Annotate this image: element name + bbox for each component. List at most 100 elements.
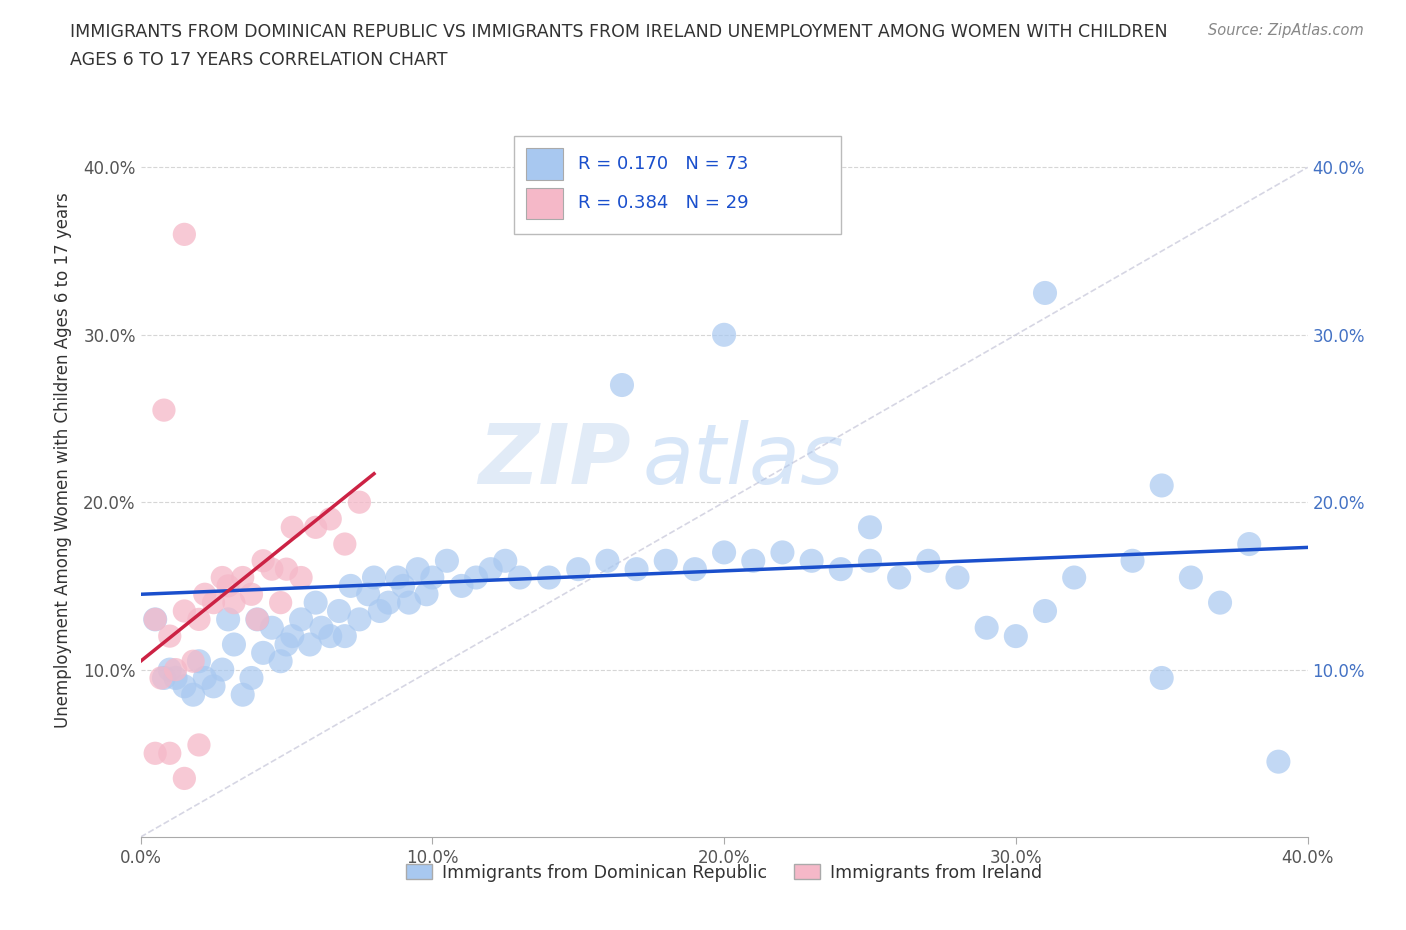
Point xyxy=(450,578,472,593)
Point xyxy=(260,562,283,577)
Point xyxy=(596,553,619,568)
Point xyxy=(349,495,371,510)
Point xyxy=(153,671,176,685)
Text: ZIP: ZIP xyxy=(478,419,631,501)
Point xyxy=(357,587,380,602)
Point xyxy=(713,327,735,342)
Point xyxy=(772,545,794,560)
Y-axis label: Unemployment Among Women with Children Ages 6 to 17 years: Unemployment Among Women with Children A… xyxy=(53,193,72,728)
Point xyxy=(202,679,225,694)
Point xyxy=(211,570,233,585)
Point xyxy=(1239,537,1261,551)
Point xyxy=(276,562,298,577)
Point xyxy=(1150,671,1173,685)
Text: IMMIGRANTS FROM DOMINICAN REPUBLIC VS IMMIGRANTS FROM IRELAND UNEMPLOYMENT AMONG: IMMIGRANTS FROM DOMINICAN REPUBLIC VS IM… xyxy=(70,23,1168,41)
Point xyxy=(349,612,371,627)
Point xyxy=(232,570,254,585)
Point xyxy=(143,746,166,761)
Point xyxy=(859,520,882,535)
Point xyxy=(270,595,292,610)
Point xyxy=(143,612,166,627)
Point xyxy=(165,671,187,685)
Point xyxy=(436,553,458,568)
Point xyxy=(173,227,195,242)
Point xyxy=(319,512,342,526)
Point xyxy=(181,654,204,669)
Point xyxy=(465,570,488,585)
Point xyxy=(281,629,304,644)
Point xyxy=(232,687,254,702)
Point xyxy=(494,553,516,568)
Point xyxy=(333,537,356,551)
Point xyxy=(742,553,765,568)
Point xyxy=(392,578,415,593)
Point xyxy=(194,587,217,602)
Point xyxy=(281,520,304,535)
Text: R = 0.170   N = 73: R = 0.170 N = 73 xyxy=(578,155,748,173)
Point xyxy=(143,612,166,627)
Point xyxy=(240,671,263,685)
Point xyxy=(830,562,852,577)
Legend: Immigrants from Dominican Republic, Immigrants from Ireland: Immigrants from Dominican Republic, Immi… xyxy=(399,857,1049,888)
Point xyxy=(290,612,312,627)
Point xyxy=(173,679,195,694)
Point xyxy=(290,570,312,585)
Point xyxy=(422,570,444,585)
Point xyxy=(270,654,292,669)
Point xyxy=(217,578,239,593)
Point xyxy=(188,612,211,627)
Point xyxy=(368,604,391,618)
Point xyxy=(173,604,195,618)
Point xyxy=(165,662,187,677)
Point xyxy=(328,604,350,618)
Point xyxy=(626,562,648,577)
Point xyxy=(240,587,263,602)
Point xyxy=(1209,595,1232,610)
Point xyxy=(305,520,328,535)
Point xyxy=(181,687,204,702)
FancyBboxPatch shape xyxy=(526,188,562,219)
Text: atlas: atlas xyxy=(643,419,844,501)
Point xyxy=(1033,286,1056,300)
Point xyxy=(1033,604,1056,618)
Point xyxy=(1267,754,1289,769)
Point xyxy=(713,545,735,560)
Point xyxy=(683,562,706,577)
Point xyxy=(398,595,420,610)
Text: Source: ZipAtlas.com: Source: ZipAtlas.com xyxy=(1208,23,1364,38)
Point xyxy=(217,612,239,627)
Point xyxy=(319,629,342,644)
Point xyxy=(538,570,561,585)
Point xyxy=(610,378,633,392)
Point xyxy=(655,553,678,568)
Point xyxy=(159,746,181,761)
Point xyxy=(1180,570,1202,585)
Point xyxy=(363,570,385,585)
Point xyxy=(252,553,274,568)
Point xyxy=(976,620,998,635)
Point xyxy=(387,570,409,585)
Point xyxy=(222,595,245,610)
Point xyxy=(311,620,333,635)
Point xyxy=(188,654,211,669)
Point xyxy=(150,671,173,685)
Point xyxy=(252,645,274,660)
Point xyxy=(1122,553,1144,568)
Point xyxy=(159,662,181,677)
Point xyxy=(567,562,589,577)
Text: R = 0.384   N = 29: R = 0.384 N = 29 xyxy=(578,194,749,212)
Point xyxy=(159,629,181,644)
FancyBboxPatch shape xyxy=(526,149,562,180)
Point xyxy=(479,562,502,577)
Point xyxy=(859,553,882,568)
Point xyxy=(946,570,969,585)
Point xyxy=(202,595,225,610)
FancyBboxPatch shape xyxy=(515,137,841,234)
Point xyxy=(260,620,283,635)
Point xyxy=(173,771,195,786)
Point xyxy=(153,403,176,418)
Point xyxy=(800,553,823,568)
Point xyxy=(406,562,429,577)
Point xyxy=(1063,570,1085,585)
Point xyxy=(298,637,321,652)
